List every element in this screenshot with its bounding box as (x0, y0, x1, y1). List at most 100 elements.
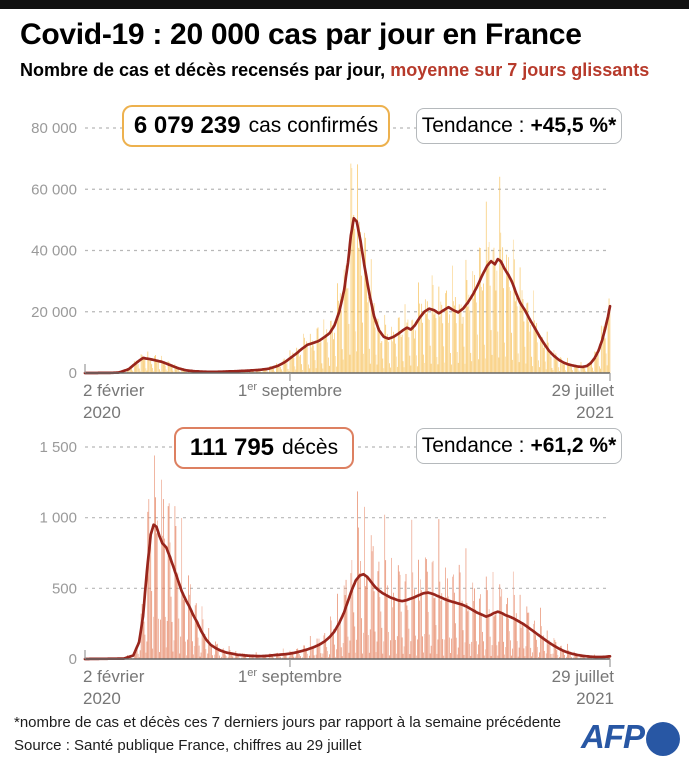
deaths-bar (145, 652, 147, 659)
deaths-bar (195, 603, 197, 659)
deaths-bar (335, 656, 336, 659)
deaths-bar (423, 652, 424, 659)
cases-bar (132, 371, 134, 373)
deaths-bar (172, 651, 174, 659)
cases-bar (456, 352, 458, 373)
deaths-bar (194, 605, 196, 659)
deaths-bar (359, 573, 360, 659)
deaths-bar (178, 618, 180, 659)
cases-bar (370, 259, 372, 373)
deaths-bar (209, 645, 211, 659)
cases-bar (402, 361, 404, 373)
cases-bar (265, 369, 267, 373)
deaths-bar (541, 626, 542, 659)
cases-bar (135, 360, 137, 373)
deaths-bar (529, 632, 531, 659)
cases-bar (257, 370, 259, 373)
cases-bar (356, 351, 358, 373)
cases-bar (375, 354, 377, 373)
cases-bar (455, 323, 457, 373)
deaths-bar (547, 644, 549, 659)
cases-bar (158, 360, 159, 373)
cases-ytick-label: 80 000 (31, 120, 77, 137)
cases-bar (587, 363, 589, 373)
cases-bar (571, 370, 573, 373)
cases-bar (462, 316, 464, 373)
deaths-bar (272, 656, 273, 659)
deaths-bar (511, 655, 512, 659)
deaths-bar (531, 656, 533, 659)
deaths-bar (187, 639, 188, 659)
deaths-bar (135, 646, 137, 659)
cases-bar (533, 290, 534, 373)
deaths-bar (300, 656, 301, 659)
deaths-bar (356, 639, 358, 659)
cases-average-line (83, 216, 612, 375)
cases-bar (448, 322, 449, 373)
cases-bar (599, 366, 600, 373)
cases-bar (287, 368, 289, 373)
deaths-bar (351, 560, 353, 659)
deaths-bar (297, 648, 299, 659)
cases-bar (301, 364, 302, 373)
deaths-bar (525, 646, 527, 659)
deaths-bar (449, 637, 450, 659)
cases-bar (595, 352, 596, 373)
cases-bar (537, 342, 538, 373)
cases-bar (430, 363, 432, 373)
cases-bar (177, 367, 179, 373)
cases-bar (516, 306, 518, 373)
deaths-xtick-label-start: 2 février (83, 667, 145, 686)
deaths-bar (563, 651, 564, 659)
cases-bar (347, 288, 349, 373)
cases-bar (451, 364, 452, 373)
deaths-bar (383, 641, 385, 659)
cases-bar (144, 358, 146, 373)
deaths-bar (160, 619, 161, 659)
cases-bar (133, 361, 135, 373)
deaths-bar (199, 656, 201, 659)
deaths-bar (532, 652, 534, 659)
deaths-bar (358, 527, 359, 659)
cases-bar (137, 363, 139, 373)
cases-bar (452, 265, 453, 373)
cases-bar (147, 351, 149, 373)
cases-bar (416, 355, 417, 373)
deaths-bar (518, 647, 520, 659)
cases-bar (477, 334, 478, 373)
deaths-bar (453, 592, 455, 659)
deaths-bar (576, 654, 578, 659)
cases-bar (503, 288, 504, 373)
cases-bar (495, 290, 497, 373)
deaths-bar (137, 653, 139, 659)
deaths-bar (279, 656, 281, 659)
deaths-bar (331, 620, 332, 659)
cases-bar (505, 356, 506, 373)
cases-bar (545, 369, 547, 373)
cases-bar (544, 361, 546, 373)
footnote: *nombre de cas et décès ces 7 derniers j… (14, 712, 561, 757)
deaths-bar (566, 656, 567, 659)
cases-bar (472, 271, 474, 373)
deaths-bar (371, 551, 373, 659)
deaths-bar (136, 645, 138, 659)
deaths-bar (526, 606, 528, 659)
cases-bar (438, 286, 440, 373)
cases-bar (608, 298, 610, 373)
deaths-bar (426, 571, 428, 659)
deaths-bar (469, 643, 471, 659)
cases-bar (514, 301, 516, 373)
deaths-bar (339, 620, 341, 659)
deaths-bar (395, 639, 396, 659)
deaths-bar (473, 600, 475, 659)
cases-ytick-label: 20 000 (31, 304, 77, 321)
cases-bar (598, 354, 599, 373)
cases-bar (373, 303, 375, 373)
deaths-bar (409, 654, 411, 659)
cases-bar (366, 275, 367, 373)
cases-bar (384, 314, 386, 373)
deaths-xtick-year-start: 2020 (83, 689, 121, 708)
deaths-bar (516, 641, 518, 659)
deaths-bar (153, 616, 154, 659)
cases-bar (392, 341, 393, 373)
